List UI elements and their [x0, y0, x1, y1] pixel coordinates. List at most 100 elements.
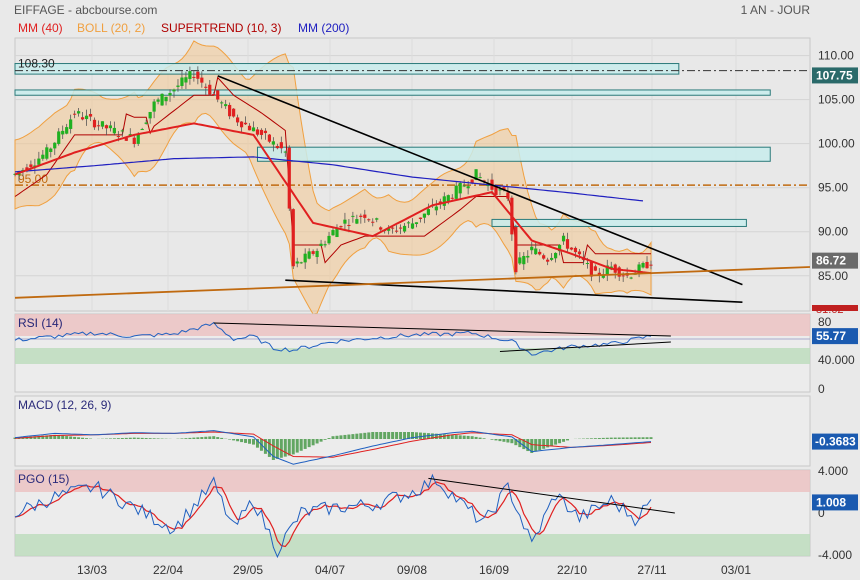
candle-body: [617, 267, 621, 277]
candle-body: [247, 125, 252, 131]
candle: [164, 96, 168, 106]
candle-body: [458, 182, 462, 194]
candle: [271, 137, 275, 152]
macd-histogram-bar: [112, 438, 116, 439]
candle-body: [601, 274, 605, 278]
macd-histogram-bar: [65, 436, 69, 439]
candle-body: [212, 94, 216, 96]
candle-body: [542, 255, 546, 259]
macd-histogram-bar: [77, 437, 81, 439]
x-tick-label: 13/03: [77, 563, 107, 577]
candle: [554, 252, 558, 263]
candle-body: [355, 219, 359, 224]
price-tick-label: 100.00: [818, 137, 855, 151]
candle-body: [80, 117, 85, 120]
candle-body: [45, 147, 49, 159]
macd-histogram-bar: [196, 437, 200, 439]
candle-body: [180, 77, 184, 86]
candle-body: [335, 227, 339, 238]
candle: [267, 134, 271, 144]
candle-body: [116, 136, 120, 138]
candle: [414, 222, 419, 228]
macd-histogram-bar: [291, 439, 295, 455]
candle: [355, 214, 359, 225]
candle-body: [478, 177, 482, 179]
candle-body: [208, 84, 212, 95]
candle: [426, 203, 430, 216]
candle-body: [414, 222, 419, 225]
candle-body: [37, 158, 41, 165]
candle: [546, 257, 550, 266]
chart-source-title: EIFFAGE - abcbourse.com: [14, 3, 158, 17]
x-tick-label: 16/09: [479, 563, 509, 577]
candle: [442, 192, 446, 211]
candle: [299, 261, 303, 264]
candle-body: [53, 142, 57, 149]
candle: [112, 121, 116, 136]
macd-histogram-bar: [387, 432, 391, 439]
candle-body: [283, 151, 287, 153]
macd-histogram-bar: [446, 434, 450, 439]
candle-body: [200, 77, 204, 83]
candle-body: [275, 146, 279, 149]
candle-body: [530, 246, 534, 251]
candle-body: [160, 93, 164, 106]
candle-body: [287, 147, 291, 209]
macd-histogram-bar: [116, 438, 120, 439]
macd-histogram-bar: [494, 439, 498, 441]
candle: [406, 220, 411, 229]
candle-body: [387, 228, 391, 231]
macd-histogram-bar: [188, 437, 192, 439]
candle: [645, 256, 649, 269]
macd-histogram-bar: [295, 439, 299, 453]
rsi-tick-label: 80: [818, 315, 832, 329]
candle-body: [434, 206, 438, 211]
macd-histogram-bar: [355, 433, 359, 439]
candle: [228, 102, 232, 120]
pgo-title: PGO (15): [18, 472, 69, 486]
price-tick-label: 85.00: [818, 269, 848, 283]
candle-body: [514, 226, 518, 273]
macd-histogram-bar: [343, 434, 347, 439]
rsi-tick-label: 40.000: [818, 353, 855, 367]
candle: [422, 213, 427, 224]
pgo-value-box: [812, 494, 858, 511]
candle-body: [84, 115, 89, 120]
x-tick-label: 09/08: [397, 563, 427, 577]
candle-body: [255, 129, 260, 135]
macd-histogram-bar: [287, 439, 291, 456]
candle: [184, 71, 188, 89]
candle-body: [236, 117, 240, 123]
macd-histogram-bar: [562, 439, 566, 442]
candle: [319, 239, 323, 247]
rsi-overbought-zone: [15, 314, 810, 336]
candle-body: [96, 125, 101, 127]
rsi-tick-label: 0: [818, 382, 825, 396]
macd-histogram-bar: [621, 437, 625, 439]
candle-body: [331, 230, 335, 236]
candle-body: [641, 263, 645, 268]
candle-body: [494, 185, 498, 196]
candle: [315, 248, 319, 264]
macd-histogram-bar: [144, 438, 148, 439]
candle-body: [259, 129, 264, 135]
candle-body: [192, 76, 196, 78]
macd-histogram-bar: [61, 435, 65, 439]
candle-body: [557, 244, 562, 252]
macd-histogram-bar: [391, 432, 395, 439]
candle-body: [470, 179, 474, 184]
macd-histogram-bar: [299, 439, 303, 451]
macd-histogram-bar: [474, 436, 478, 439]
candle: [84, 109, 89, 126]
pgo-tick-label: 4.000: [818, 464, 848, 478]
candle: [387, 225, 391, 235]
candle-body: [279, 142, 283, 149]
macd-histogram-bar: [522, 439, 526, 450]
candle-body: [327, 235, 331, 244]
macd-histogram-bar: [69, 436, 73, 439]
resistance-zone: [14, 89, 771, 96]
candle: [263, 128, 268, 140]
candle: [132, 135, 136, 148]
candle: [144, 119, 148, 125]
macd-panel: [14, 395, 811, 467]
